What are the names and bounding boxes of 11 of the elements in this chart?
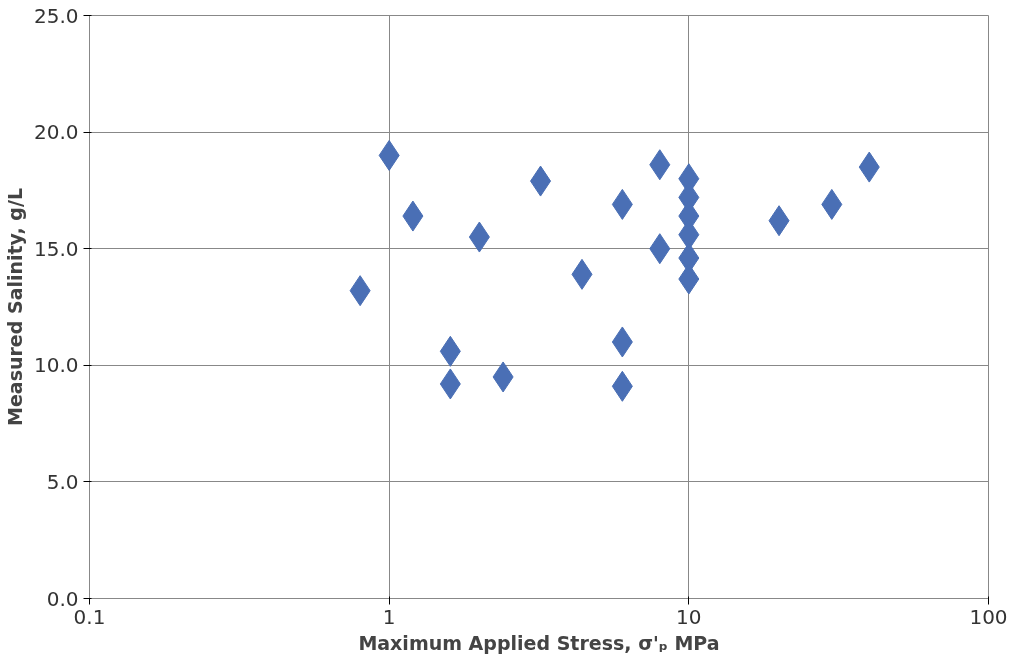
x-tick-label: 100 xyxy=(969,604,1008,629)
y-tick-label: 15.0 xyxy=(33,236,79,261)
x-axis-title: Maximum Applied Stress, σ'ₚ MPa xyxy=(358,631,720,654)
y-tick-label: 0.0 xyxy=(46,586,79,611)
y-tick-label: 10.0 xyxy=(33,353,79,378)
x-tick-label: 10 xyxy=(676,604,702,629)
y-tick-label: 5.0 xyxy=(46,469,79,494)
y-tick-label: 25.0 xyxy=(33,3,79,28)
y-tick-label: 20.0 xyxy=(33,120,79,145)
x-tick-label: 1 xyxy=(382,604,396,629)
y-axis-title: Measured Salinity, g/L xyxy=(3,188,26,426)
